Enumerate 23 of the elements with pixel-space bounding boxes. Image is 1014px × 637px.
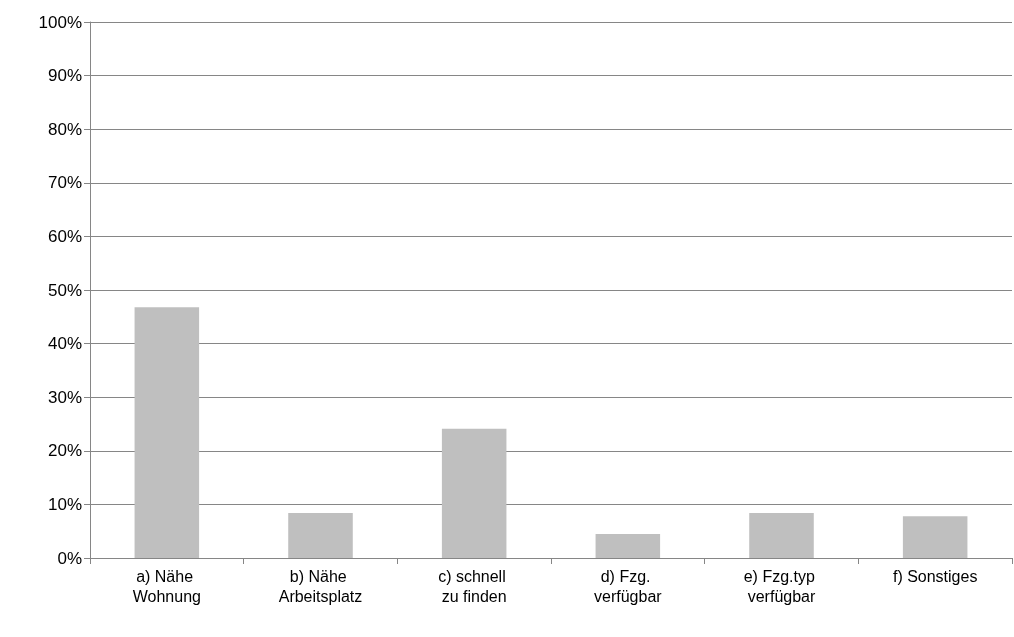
y-tick-label: 50% xyxy=(47,280,82,300)
y-tick-label: 100% xyxy=(38,12,82,32)
bar xyxy=(749,512,814,558)
bar xyxy=(288,512,353,558)
x-tick-label: e) Fzg.typ verfügbar xyxy=(743,567,820,605)
y-tick-label: 30% xyxy=(47,387,82,407)
y-tick-label: 90% xyxy=(47,66,82,86)
y-tick-label: 20% xyxy=(47,441,82,461)
x-tick-label: d) Fzg. verfügbar xyxy=(594,567,663,605)
y-tick-label: 80% xyxy=(47,119,82,139)
y-tick-label: 40% xyxy=(47,334,82,354)
x-tick-label: b) Nähe Arbeitsplatz xyxy=(278,567,363,605)
y-tick-label: 10% xyxy=(47,494,82,514)
y-tick-label: 0% xyxy=(57,548,82,568)
x-tick-label: c) schnell zu finden xyxy=(438,567,511,605)
bar xyxy=(134,307,200,558)
bar xyxy=(902,516,968,558)
y-tick-label: 60% xyxy=(47,226,82,246)
y-tick-label: 70% xyxy=(47,173,82,193)
x-tick-label: a) Nähe Wohnung xyxy=(132,567,201,605)
x-tick-label: f) Sonstiges xyxy=(892,567,978,585)
bar xyxy=(441,428,507,558)
bar xyxy=(595,533,661,558)
